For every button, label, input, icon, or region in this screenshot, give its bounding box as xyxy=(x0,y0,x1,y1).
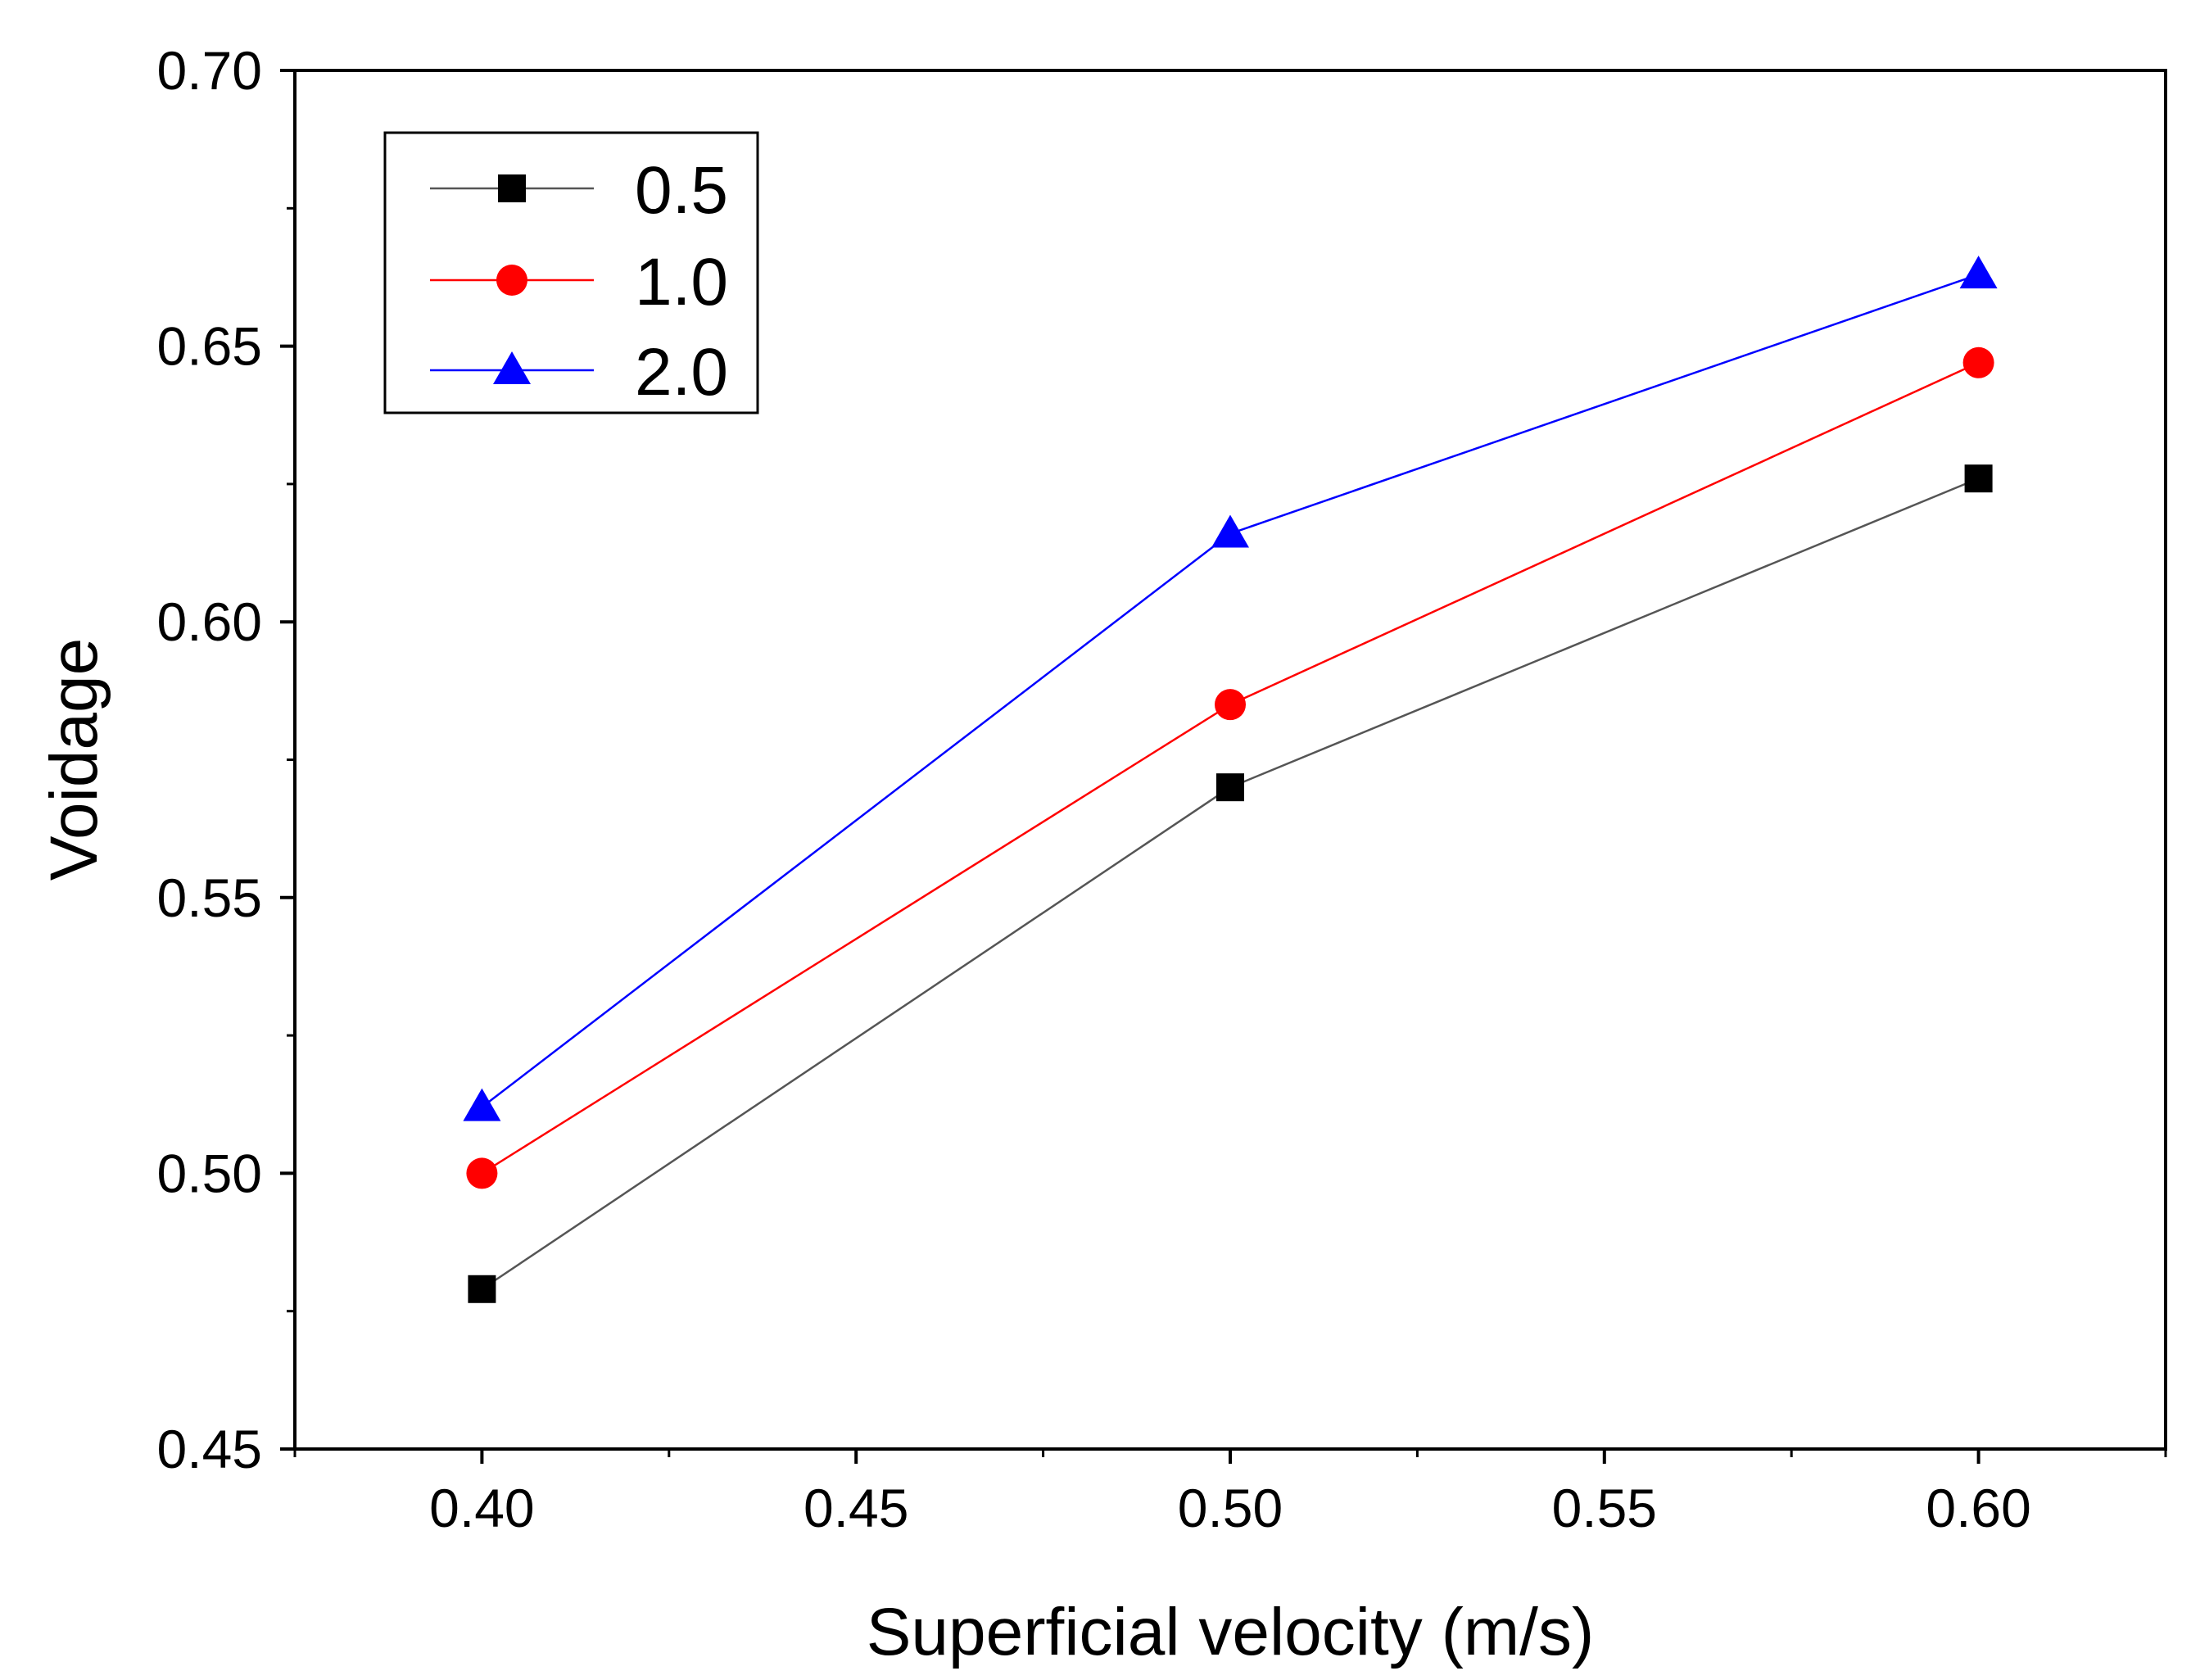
legend-marker-1.0 xyxy=(496,265,527,296)
data-point-1.0 xyxy=(466,1157,498,1189)
x-tick-label: 0.45 xyxy=(803,1478,908,1538)
x-tick-label: 0.40 xyxy=(429,1478,534,1538)
legend-label: 0.5 xyxy=(635,153,728,228)
legend-label: 1.0 xyxy=(635,245,728,319)
y-tick-label: 0.60 xyxy=(157,591,262,652)
legend-label: 2.0 xyxy=(635,335,728,410)
legend: 0.5 1.0 2.0 xyxy=(383,131,759,414)
data-point-2.0 xyxy=(1211,514,1249,548)
y-tick-label: 0.50 xyxy=(157,1143,262,1203)
x-axis-title: Superficial velocity (m/s) xyxy=(867,1595,1595,1669)
series-line-0.5 xyxy=(481,478,1980,1290)
data-point-0.5 xyxy=(468,1275,496,1303)
y-tick-label: 0.65 xyxy=(157,316,262,377)
y-tick-label: 0.55 xyxy=(157,867,262,928)
series-line-1.0 xyxy=(481,361,1980,1175)
data-point-1.0 xyxy=(1215,689,1246,721)
series-layer xyxy=(463,256,1998,1303)
y-axis-ticks: 0.45 0.50 0.55 0.60 0.65 0.70 xyxy=(157,40,295,1479)
x-tick-label: 0.50 xyxy=(1178,1478,1283,1538)
legend-box xyxy=(383,131,759,414)
x-tick-label: 0.60 xyxy=(1926,1478,2030,1538)
data-point-0.5 xyxy=(1964,464,1993,493)
data-point-1.0 xyxy=(1962,346,1994,378)
y-axis-title: Voidage xyxy=(37,638,111,881)
data-point-0.5 xyxy=(1216,773,1244,802)
legend-marker-0.5 xyxy=(498,174,526,202)
y-tick-label: 0.45 xyxy=(157,1419,262,1479)
x-tick-label: 0.55 xyxy=(1552,1478,1657,1538)
legend-marker-2.0 xyxy=(493,351,531,384)
x-axis-ticks: 0.40 0.45 0.50 0.55 0.60 xyxy=(293,1449,2167,1538)
data-point-2.0 xyxy=(463,1088,501,1121)
y-tick-label: 0.70 xyxy=(157,40,262,101)
data-point-2.0 xyxy=(1959,256,1998,289)
